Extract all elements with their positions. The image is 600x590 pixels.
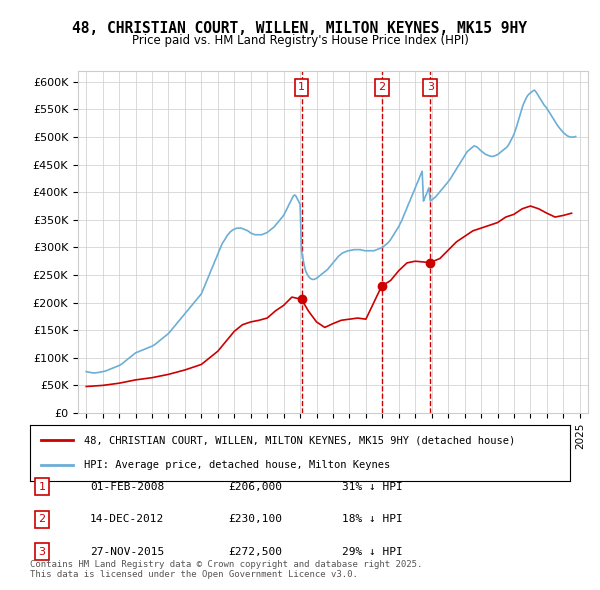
Text: 48, CHRISTIAN COURT, WILLEN, MILTON KEYNES, MK15 9HY: 48, CHRISTIAN COURT, WILLEN, MILTON KEYN… [73,21,527,35]
Text: HPI: Average price, detached house, Milton Keynes: HPI: Average price, detached house, Milt… [84,460,390,470]
Text: 01-FEB-2008: 01-FEB-2008 [90,482,164,491]
Text: 31% ↓ HPI: 31% ↓ HPI [342,482,403,491]
Text: 14-DEC-2012: 14-DEC-2012 [90,514,164,524]
Text: £230,100: £230,100 [228,514,282,524]
Text: 2: 2 [38,514,46,524]
Text: £206,000: £206,000 [228,482,282,491]
Text: 1: 1 [38,482,46,491]
Text: 18% ↓ HPI: 18% ↓ HPI [342,514,403,524]
Text: 48, CHRISTIAN COURT, WILLEN, MILTON KEYNES, MK15 9HY (detached house): 48, CHRISTIAN COURT, WILLEN, MILTON KEYN… [84,435,515,445]
Text: Contains HM Land Registry data © Crown copyright and database right 2025.
This d: Contains HM Land Registry data © Crown c… [30,560,422,579]
Text: £272,500: £272,500 [228,547,282,556]
Text: 2: 2 [378,83,385,93]
Text: 3: 3 [427,83,434,93]
Text: 3: 3 [38,547,46,556]
Text: 27-NOV-2015: 27-NOV-2015 [90,547,164,556]
Text: 1: 1 [298,83,305,93]
Text: 29% ↓ HPI: 29% ↓ HPI [342,547,403,556]
Text: Price paid vs. HM Land Registry's House Price Index (HPI): Price paid vs. HM Land Registry's House … [131,34,469,47]
